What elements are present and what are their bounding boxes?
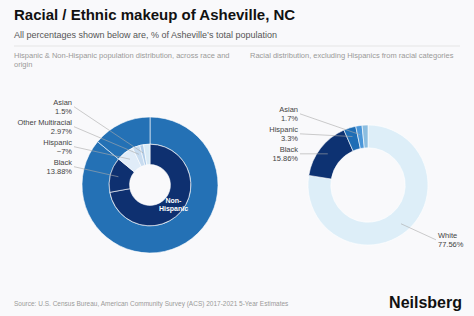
slice: [362, 125, 368, 148]
leader-line: [74, 107, 143, 153]
leader-line: [74, 127, 139, 155]
data-label: Hispanic: [43, 138, 72, 147]
slice: [82, 117, 218, 253]
pie: Black13.88% Hispanic~7% Other Multiracial2…: [17, 98, 218, 253]
leader-line: [300, 134, 352, 137]
data-label: Other Multiracial: [17, 118, 72, 127]
data-label: 3.3%: [281, 134, 298, 143]
title: Racial / Ethnic makeup of Asheville, NC: [14, 6, 295, 23]
data-label: Black: [280, 145, 299, 154]
data-label: White: [438, 231, 457, 240]
data-label: 2.97%: [51, 127, 73, 136]
data-label: Asian: [279, 105, 298, 114]
source: Source: U.S. Census Bureau, American Com…: [14, 300, 289, 308]
pie: White77.56% Black15.86% Hispanic3.3% Asian1…: [269, 105, 464, 249]
chart-title: Racial distribution, excluding Hispanics…: [250, 51, 454, 60]
leader-line: [74, 147, 130, 160]
subtitle: All percentages shown below are, % of As…: [14, 30, 277, 40]
chart-root: Racial / Ethnic makeup of Asheville, NC A…: [0, 0, 474, 316]
slice: [309, 130, 353, 179]
leader-line: [300, 153, 328, 154]
leader-line: [401, 224, 436, 240]
slice: [110, 144, 191, 226]
data-label: Asian: [53, 98, 72, 107]
slice: [308, 125, 428, 245]
data-label: 13.88%: [47, 167, 73, 176]
slice: [144, 144, 150, 165]
leader-line: [74, 167, 118, 177]
chart-title: Hispanic & Non-Hispanic population distr…: [14, 51, 230, 69]
data-label: 1.7%: [281, 114, 298, 123]
divider: [14, 46, 460, 47]
data-label: ~7%: [57, 147, 73, 156]
leader-line: [300, 114, 360, 135]
data-label: 15.86%: [273, 154, 299, 163]
data-label: 77.56%: [438, 240, 464, 249]
data-label: Hispanic: [269, 125, 298, 134]
data-label: Black: [54, 158, 73, 167]
brand: Neilsberg: [389, 294, 462, 311]
data-label: 1.5%: [55, 107, 72, 116]
annotation: Non-Hispanic: [159, 197, 188, 213]
